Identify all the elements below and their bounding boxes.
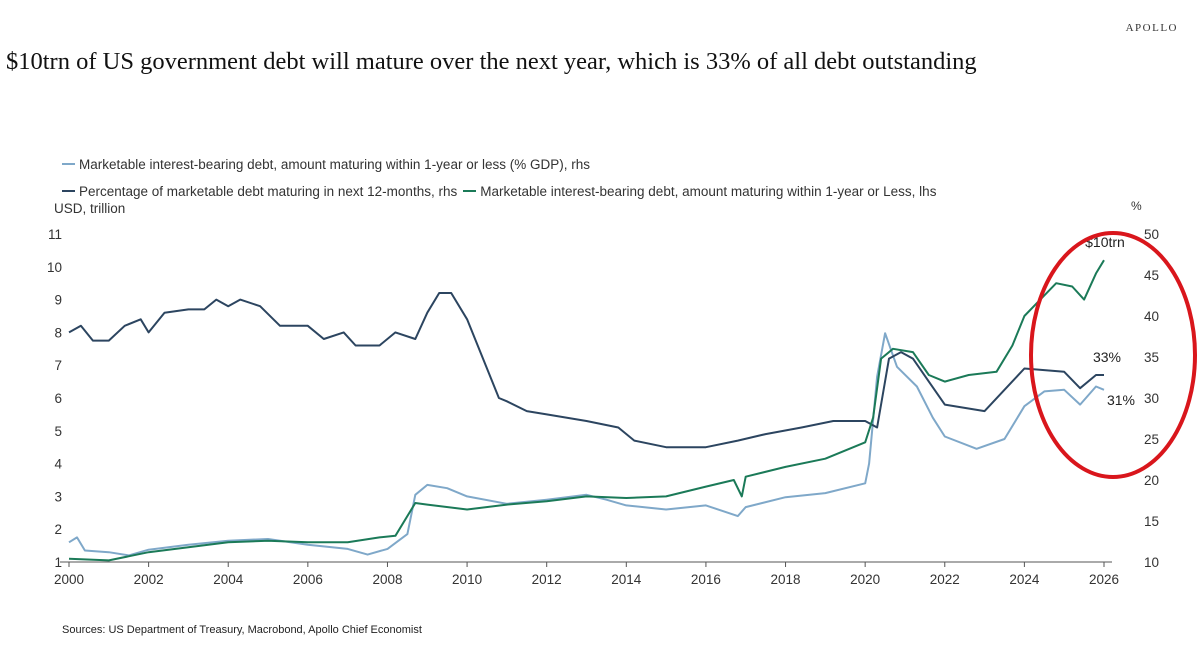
legend-entry-gdp: Marketable interest-bearing debt, amount… (62, 157, 590, 172)
source-note: Sources: US Department of Treasury, Macr… (62, 624, 422, 636)
right-tick-label: 50 (1144, 227, 1159, 242)
x-tick-label: 2002 (134, 572, 164, 587)
right-tick-label: 35 (1144, 350, 1159, 365)
brand-logo: APOLLO (1125, 22, 1178, 34)
right-axis-unit: % (1131, 199, 1142, 213)
left-tick-label: 6 (54, 391, 62, 406)
left-tick-label: 9 (54, 293, 62, 308)
left-tick-label: 8 (54, 325, 62, 340)
chart-title: $10trn of US government debt will mature… (6, 48, 977, 75)
right-tick-label: 25 (1144, 432, 1159, 447)
x-tick-label: 2008 (372, 572, 402, 587)
x-tick-label: 2000 (54, 572, 84, 587)
highlight-circle (1029, 231, 1197, 479)
right-tick-label: 45 (1144, 268, 1159, 283)
legend-row-2: Percentage of marketable debt maturing i… (62, 184, 936, 199)
x-tick-label: 2024 (1009, 572, 1040, 587)
series-line-share-pct (68, 292, 1104, 449)
legend-swatch-gdp (62, 163, 75, 166)
x-tick-label: 2012 (532, 572, 562, 587)
right-tick-label: 20 (1144, 473, 1159, 488)
left-tick-label: 2 (54, 522, 62, 537)
left-tick-label: 5 (54, 424, 62, 439)
x-tick-label: 2020 (850, 572, 880, 587)
right-tick-label: 30 (1144, 391, 1159, 406)
left-tick-label: 7 (54, 358, 62, 373)
x-tick-label: 2026 (1089, 572, 1119, 587)
legend-swatch-share (62, 190, 75, 193)
left-tick-label: 10 (47, 260, 62, 275)
x-tick-label: 2018 (771, 572, 801, 587)
right-tick-label: 10 (1144, 555, 1159, 570)
x-tick-label: 2014 (611, 572, 642, 587)
legend-label-gdp: Marketable interest-bearing debt, amount… (79, 157, 590, 172)
x-tick-label: 2010 (452, 572, 482, 587)
annotation-31pct: 31% (1107, 392, 1135, 408)
left-axis-unit: USD, trillion (54, 201, 126, 216)
x-tick-label: 2016 (691, 572, 721, 587)
series-line-gdp-pct (68, 332, 1105, 557)
right-tick-label: 15 (1144, 514, 1159, 529)
x-tick-label: 2022 (930, 572, 960, 587)
annotation-33pct: 33% (1093, 349, 1121, 365)
legend-label-share: Percentage of marketable debt maturing i… (79, 184, 458, 199)
series-line-usd-trillion (68, 259, 1105, 562)
legend-label-usd: Marketable interest-bearing debt, amount… (480, 184, 937, 199)
legend-swatch-usd (463, 190, 477, 193)
left-tick-label: 11 (48, 227, 62, 242)
left-tick-label: 1 (54, 555, 62, 570)
x-tick-label: 2006 (293, 572, 323, 587)
left-tick-label: 4 (54, 457, 62, 472)
left-tick-label: 3 (54, 489, 62, 504)
right-tick-label: 40 (1144, 309, 1159, 324)
x-tick-label: 2004 (213, 572, 244, 587)
